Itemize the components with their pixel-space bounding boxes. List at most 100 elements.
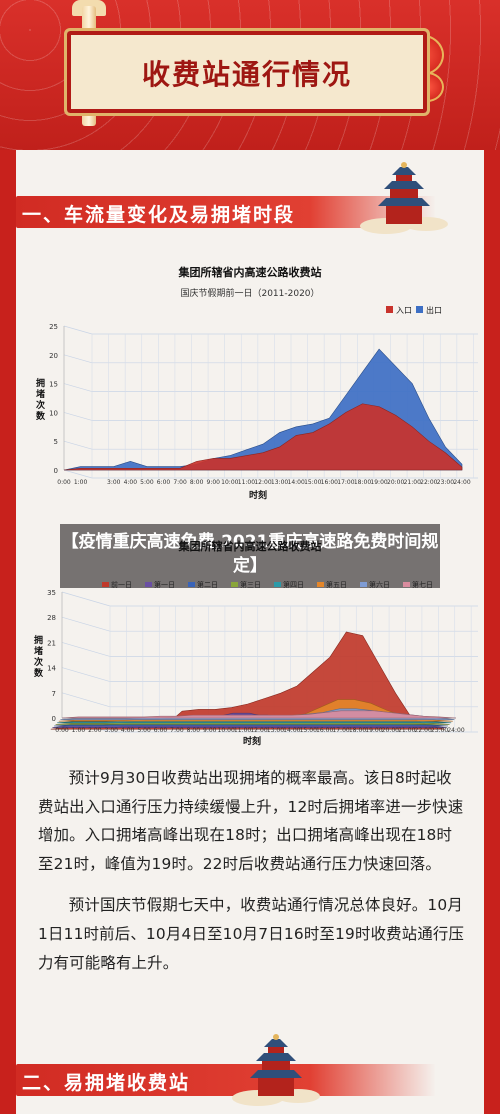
x-tick-label: 13:00 (267, 727, 284, 734)
x-tick-label: 14:00 (288, 479, 305, 486)
legend-swatch (231, 582, 238, 587)
section-heading-text: 二、易拥堵收费站 (22, 1072, 191, 1094)
x-tick-label: 10:00 (218, 727, 235, 734)
legend-swatch (386, 306, 393, 313)
x-tick-label: 3:00 (105, 727, 119, 734)
x-tick-label: 9:00 (203, 727, 217, 734)
chart-series (63, 348, 463, 471)
x-tick-label: 11:00 (238, 479, 255, 486)
x-tick-label: 12:00 (254, 479, 271, 486)
x-tick-label: 21:00 (398, 727, 415, 734)
x-tick-label: 13:00 (271, 479, 288, 486)
x-tick-label: 4:00 (124, 479, 138, 486)
legend-label: 第五日 (326, 580, 347, 589)
legend-label: 出口 (426, 305, 442, 315)
legend-swatch (274, 582, 281, 587)
legend-label: 前一日 (111, 580, 132, 589)
x-tick-label: 2:00 (88, 727, 102, 734)
y-tick-label: 35 (47, 589, 56, 597)
x-tick-label: 17:00 (332, 727, 349, 734)
legend-swatch (102, 582, 109, 587)
legend-swatch (360, 582, 367, 587)
x-tick-label: 1:00 (72, 727, 86, 734)
caption-text: 【疫情重庆高速免费,2021重庆高速路免费时间规定】 (61, 532, 439, 576)
x-tick-label: 7:00 (170, 727, 184, 734)
x-tick-label: 22:00 (415, 727, 432, 734)
gridline-depth (61, 642, 111, 657)
gridline-depth (63, 325, 93, 335)
legend-label: 入口 (396, 306, 412, 315)
section-heading-1: 一、车流量变化及易拥堵时段 (16, 196, 436, 228)
x-tick-label: 12:00 (250, 727, 267, 734)
chart-subtitle: 国庆节假期前一日（2011-2020） (180, 287, 319, 299)
y-tick-label: 25 (49, 323, 58, 331)
gridline-depth (61, 692, 111, 708)
y-tick-label: 10 (49, 409, 58, 417)
y-tick-label: 15 (49, 381, 58, 389)
x-tick-label: 19:00 (365, 727, 382, 734)
x-tick-label: 15:00 (304, 479, 321, 486)
title-plaque: 收费站通行情况 (64, 28, 430, 116)
chart-legend: 前一日 第一日 第二日 第三日 第四日 第五日 第六日 第七日 (102, 580, 433, 589)
x-tick-label: 0:00 (57, 479, 71, 486)
x-tick-label: 4:00 (121, 727, 135, 734)
section-heading-2: 二、易拥堵收费站 (16, 1064, 436, 1096)
paragraph: 预计9月30日收费站出现拥堵的概率最高。该日8时起收费站出入口通行压力持续缓慢上… (38, 769, 464, 873)
chart-title: 集团所辖省内高速公路收费站 (178, 265, 322, 279)
y-axis-label: 拥堵次数 (36, 377, 46, 422)
body-text: 预计9月30日收费站出现拥堵的概率最高。该日8时起收费站出入口通行压力持续缓慢上… (38, 764, 466, 990)
y-axis-label: 拥堵次数 (34, 634, 44, 679)
x-tick-label: 24:00 (447, 727, 464, 734)
x-tick-label: 8:00 (187, 727, 201, 734)
chart-grid (63, 325, 478, 479)
x-tick-label: 18:00 (349, 727, 366, 734)
chart-title: 集团所辖省内高速公路收费站 (178, 539, 322, 553)
x-tick-label: 1:00 (74, 479, 88, 486)
x-tick-label: 15:00 (300, 727, 317, 734)
gridline-depth (63, 469, 93, 479)
series-area (63, 403, 463, 471)
legend-label: 第七日 (412, 580, 433, 589)
x-tick-label: 11:00 (234, 727, 251, 734)
x-axis-label: 时刻 (249, 489, 267, 501)
x-tick-label: 16:00 (321, 479, 338, 486)
x-tick-label: 5:00 (137, 727, 151, 734)
gridline-depth (61, 591, 111, 607)
legend-swatch (403, 582, 410, 587)
y-tick-label: 20 (49, 352, 58, 360)
legend-label: 第一日 (154, 580, 175, 589)
x-axis-ticks: 0:00 1:00 2:00 3:00 4:00 5:00 6:00 7:00 8:00 9:00… (55, 727, 465, 734)
gridline-depth (61, 616, 111, 632)
chart-series (50, 631, 457, 730)
section-heading-bg (16, 1064, 436, 1096)
y-tick-label: 5 (54, 438, 58, 446)
content-panel (16, 150, 484, 1114)
chart-legend: 入口 出口 (386, 305, 442, 315)
temple-icon (360, 162, 448, 234)
x-tick-label: 7:00 (173, 479, 187, 486)
series-area (61, 710, 457, 719)
legend-swatch (145, 582, 152, 587)
y-tick-label: 0 (52, 715, 56, 723)
x-tick-label: 6:00 (157, 479, 171, 486)
x-tick-label: 14:00 (283, 727, 300, 734)
legend-label: 第二日 (197, 580, 218, 589)
y-tick-label: 28 (47, 614, 56, 622)
x-tick-label: 20:00 (382, 727, 399, 734)
chart-2: 集团所辖省内高速公路收费站 前一日 第一日 第二日 第三日 第四日 第五日 第六日 第七日 0… (34, 539, 478, 747)
x-tick-label: 21:00 (404, 479, 421, 486)
x-tick-label: 9:00 (207, 479, 221, 486)
gridline-depth (63, 383, 93, 392)
x-tick-label: 6:00 (154, 727, 168, 734)
x-tick-label: 22:00 (420, 479, 437, 486)
x-axis-label: 时刻 (243, 735, 261, 747)
x-tick-label: 16:00 (316, 727, 333, 734)
legend-swatch (188, 582, 195, 587)
y-tick-label: 7 (52, 690, 56, 698)
legend-label: 第六日 (369, 580, 390, 589)
section-heading-text: 一、车流量变化及易拥堵时段 (22, 204, 296, 226)
paragraph: 预计国庆节假期七天中，收费站通行情况总体良好。10月1日11时前后、10月4日至… (38, 896, 465, 972)
x-tick-label: 17:00 (337, 479, 354, 486)
x-tick-label: 10:00 (221, 479, 238, 486)
x-tick-label: 8:00 (190, 479, 204, 486)
